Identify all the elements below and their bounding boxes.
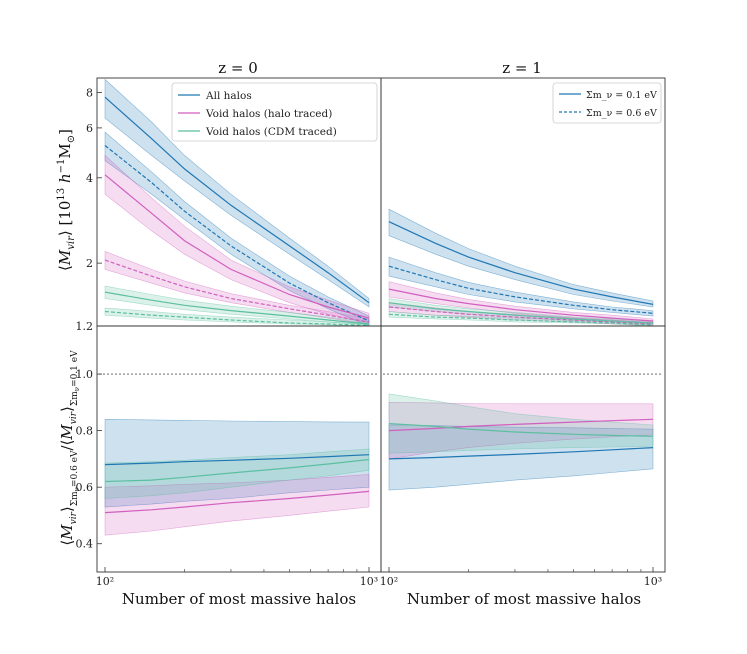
series-line-cdm-dashed bbox=[104, 310, 370, 327]
y-tick-label: 4 bbox=[86, 172, 93, 185]
y-axis-title-bottom: ⟨Mvir⟩Σmν=0.6 eV/⟨Mvir⟩Σmν=0.1 eV bbox=[58, 350, 81, 546]
x-tick-label: 10³ bbox=[360, 575, 378, 588]
series-line-cdm-dashed bbox=[388, 313, 654, 326]
series-line-cdm-solid bbox=[388, 302, 654, 324]
legend-label-void-cdm-traced: Void halos (CDM traced) bbox=[205, 126, 337, 138]
frame-bottom-right bbox=[380, 325, 666, 573]
legend-label-all-halos: All halos bbox=[205, 90, 252, 102]
series-line-cdm-solid bbox=[104, 291, 370, 325]
band-all-solid bbox=[388, 424, 654, 491]
series-line-halo-solid bbox=[104, 174, 370, 319]
series-line-cdm-solid bbox=[104, 458, 370, 483]
y-tick-label: 8 bbox=[86, 86, 93, 99]
y-tick-label: 0.4 bbox=[76, 538, 94, 551]
y-tick-label: 0.8 bbox=[76, 425, 94, 438]
series-line-halo-solid bbox=[388, 418, 654, 432]
series-line-halo-dashed bbox=[104, 259, 370, 323]
y-tick-label: 2 bbox=[86, 257, 93, 270]
panel-top-left: 1.2 2 4 6 8 bbox=[76, 78, 370, 333]
panel-bottom-left: 0.4 0.6 0.8 1.0 10² 10³ bbox=[76, 368, 379, 588]
band-cdm-solid bbox=[104, 448, 370, 499]
series-line-all-dashed bbox=[104, 145, 370, 322]
series-line-all-solid bbox=[388, 221, 654, 305]
y-tick-label: 1.2 bbox=[76, 320, 94, 333]
legend-label-mnu-06: Σm_ν = 0.6 eV bbox=[586, 108, 657, 119]
y-axis-title-top: ⟨Mvir⟩ [1013 h−1M⊙] bbox=[56, 129, 77, 271]
x-axis-title-left: Number of most massive halos bbox=[122, 590, 356, 608]
legend-box bbox=[552, 82, 662, 124]
y-tick-label: 1.0 bbox=[76, 368, 94, 381]
x-tick-label: 10² bbox=[380, 575, 398, 588]
band-cdm-solid bbox=[388, 393, 654, 454]
panel-bottom-right: 10² 10³ bbox=[380, 373, 663, 588]
band-all-dashed bbox=[388, 256, 654, 317]
series-line-halo-dashed bbox=[388, 306, 654, 325]
y-tick-label: 0.6 bbox=[76, 481, 94, 494]
x-axis-title-right: Number of most massive halos bbox=[407, 590, 641, 608]
panel-title-z0: z = 0 bbox=[218, 59, 258, 77]
legend-box bbox=[171, 82, 378, 142]
y-tick-label: 6 bbox=[86, 122, 93, 135]
panel-top-right bbox=[388, 208, 654, 327]
band-all-solid bbox=[388, 208, 654, 308]
band-halo-solid bbox=[104, 474, 370, 536]
legend-label-mnu-01: Σm_ν = 0.1 eV bbox=[586, 90, 657, 101]
legend-label-void-halo-traced: Void halos (halo traced) bbox=[205, 108, 332, 120]
panel-title-z1: z = 1 bbox=[502, 59, 542, 77]
band-all-solid bbox=[104, 78, 370, 308]
series-line-halo-solid bbox=[388, 288, 654, 322]
series-line-all-dashed bbox=[388, 265, 654, 314]
x-tick-label: 10² bbox=[96, 575, 114, 588]
series-line-all-solid bbox=[388, 447, 654, 460]
legend-top-right: Σm_ν = 0.1 eV Σm_ν = 0.6 eV bbox=[552, 82, 662, 124]
x-tick-label: 10³ bbox=[644, 575, 662, 588]
legend-top-left: All halos Void halos (halo traced) Void … bbox=[171, 82, 378, 142]
series-line-all-solid bbox=[104, 96, 370, 304]
series-line-all-solid bbox=[104, 454, 370, 466]
series-line-halo-solid bbox=[104, 490, 370, 514]
series-line-cdm-solid bbox=[388, 423, 654, 437]
